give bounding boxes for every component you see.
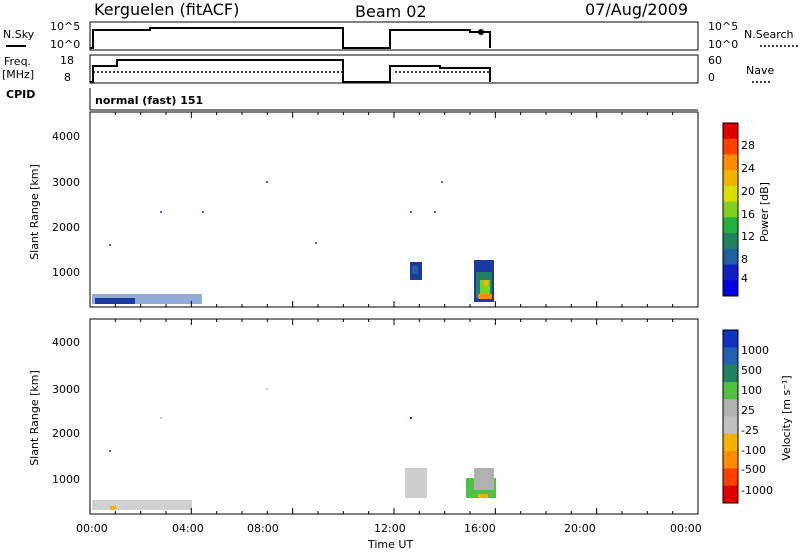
colorbar-swatch (723, 123, 738, 140)
colorbar-swatch (723, 248, 738, 266)
colorbar-swatch (723, 138, 738, 155)
vel-cb-25: 25 (741, 404, 755, 417)
power-cb-label: Power [dB] (758, 182, 771, 242)
x-axis-label: Time UT (367, 538, 413, 551)
station-title: Kerguelen (fitACF) (94, 0, 239, 19)
velocity-panel: Slant Range [km] 4000 3000 2000 1000 100… (28, 318, 793, 515)
xtick-0: 00:00 (76, 522, 108, 535)
velocity-ytick-4000: 4000 (52, 336, 80, 349)
velocity-ytick-1000: 1000 (52, 473, 80, 486)
freq-label: Freq. (4, 55, 31, 68)
colorbar-swatch (723, 451, 738, 469)
power-cb-16: 16 (741, 208, 755, 221)
xtick-3: 12:00 (374, 522, 406, 535)
power-cb-24: 24 (741, 162, 755, 175)
nsearch-tick-top: 10^5 (708, 20, 738, 33)
colorbar-swatch (723, 280, 738, 297)
vel-cb-m1000: -1000 (741, 484, 773, 497)
colorbar-swatch (723, 416, 738, 435)
cpid-label: CPID (6, 88, 35, 101)
colorbar-swatch (723, 233, 738, 250)
power-ytick-4000: 4000 (52, 130, 80, 143)
freq-unit-label: [MHz] (2, 68, 34, 81)
power-ytick-2000: 2000 (52, 221, 80, 234)
freq-trace (90, 59, 491, 83)
vel-cb-m500: -500 (741, 463, 766, 476)
vel-cb-m25: -25 (741, 424, 759, 437)
velocity-colorbar (723, 330, 738, 504)
xtick-4: 16:00 (464, 522, 496, 535)
freq-tick-bottom: 8 (64, 71, 71, 84)
power-ylabel: Slant Range [km] (28, 164, 41, 260)
power-panel: Slant Range [km] 4000 3000 2000 1000 (28, 111, 771, 308)
colorbar-swatch (723, 381, 738, 400)
nsearch-tick-bottom: 10^0 (708, 38, 738, 51)
nsky-tick-top: 10^5 (50, 20, 80, 33)
xtick-5: 20:00 (564, 522, 596, 535)
cpid-value: normal (fast) 151 (95, 94, 203, 107)
colorbar-swatch (723, 433, 738, 452)
power-cb-12: 12 (741, 230, 755, 243)
velocity-data (92, 388, 496, 510)
colorbar-swatch (723, 330, 738, 348)
vel-cb-100: 100 (741, 384, 762, 397)
nave-tick-bottom: 0 (708, 71, 715, 84)
velocity-ytick-2000: 2000 (52, 427, 80, 440)
vel-cb-1000: 1000 (741, 344, 769, 357)
x-axis (89, 112, 699, 514)
colorbar-swatch (723, 399, 738, 417)
nave-tick-top: 60 (708, 54, 722, 67)
power-ytick-3000: 3000 (52, 176, 80, 189)
nsky-label: N.Sky (3, 28, 35, 41)
power-colorbar (723, 123, 738, 297)
nsky-panel: N.Sky 10^5 10^0 10^5 10^0 N.Search (3, 20, 800, 51)
colorbar-swatch (723, 185, 738, 203)
colorbar-swatch (723, 201, 738, 218)
colorbar-swatch (723, 264, 738, 281)
colorbar-swatch (723, 170, 738, 187)
nsearch-label: N.Search (744, 28, 794, 41)
colorbar-swatch (723, 347, 738, 366)
colorbar-swatch (723, 485, 738, 504)
beam-title: Beam 02 (355, 2, 427, 21)
nave-label: Nave (746, 64, 774, 77)
date-title: 07/Aug/2009 (585, 0, 688, 19)
vel-cb-500: 500 (741, 364, 762, 377)
freq-panel: Freq. [MHz] 18 8 60 0 Nave (2, 54, 774, 84)
colorbar-swatch (723, 364, 738, 383)
velocity-ytick-3000: 3000 (52, 383, 80, 396)
colorbar-swatch (723, 468, 738, 487)
power-ytick-1000: 1000 (52, 266, 80, 279)
power-cb-4: 4 (741, 272, 748, 285)
power-cb-28: 28 (741, 139, 755, 152)
power-data (92, 181, 494, 304)
colorbar-swatch (723, 154, 738, 171)
xtick-6: 00:00 (670, 522, 702, 535)
velocity-cb-label: Velocity [m s⁻¹] (780, 375, 793, 460)
nsky-trace (90, 27, 491, 49)
xtick-2: 08:00 (247, 522, 279, 535)
freq-tick-top: 18 (60, 54, 74, 67)
colorbar-swatch (723, 217, 738, 234)
nsky-tick-bottom: 10^0 (50, 38, 80, 51)
velocity-ylabel: Slant Range [km] (28, 370, 41, 466)
power-cb-8: 8 (741, 253, 748, 266)
xtick-1: 04:00 (172, 522, 204, 535)
power-cb-20: 20 (741, 185, 755, 198)
vel-cb-m100: -100 (741, 444, 766, 457)
